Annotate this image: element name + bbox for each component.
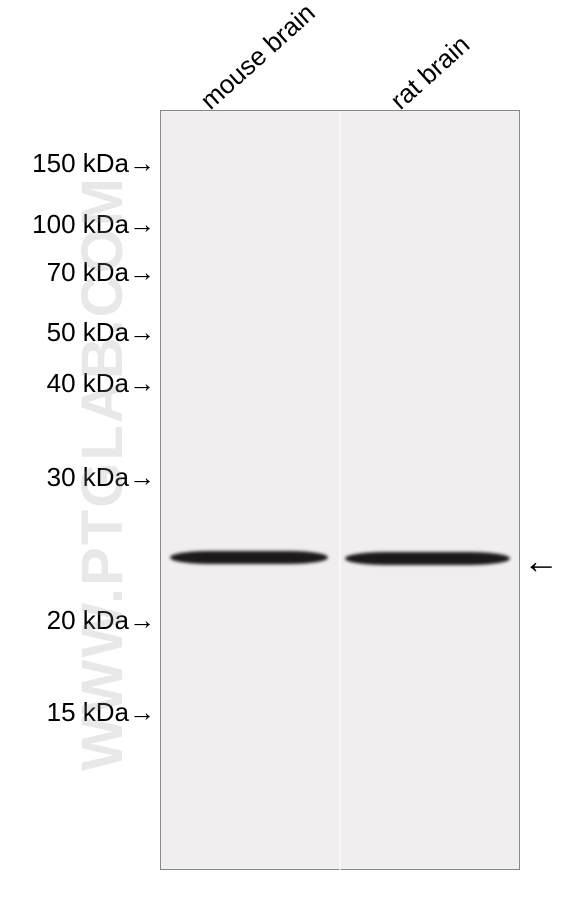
- lane-label-1: mouse brain: [194, 0, 321, 116]
- mw-marker-30: 30 kDa→: [47, 462, 155, 493]
- mw-marker-70: 70 kDa→: [47, 257, 155, 288]
- lane-label-2: rat brain: [384, 29, 476, 116]
- band-lane-2: [345, 552, 510, 565]
- target-arrow-icon: ←: [523, 540, 559, 582]
- mw-marker-150: 150 kDa→: [32, 148, 155, 179]
- mw-marker-50: 50 kDa→: [47, 317, 155, 348]
- band-lane-1: [170, 551, 328, 564]
- mw-marker-20: 20 kDa→: [47, 605, 155, 636]
- mw-marker-15: 15 kDa→: [47, 697, 155, 728]
- blot-membrane: [160, 110, 520, 870]
- mw-marker-40: 40 kDa→: [47, 368, 155, 399]
- mw-marker-100: 100 kDa→: [32, 209, 155, 240]
- lane-divider: [339, 111, 341, 871]
